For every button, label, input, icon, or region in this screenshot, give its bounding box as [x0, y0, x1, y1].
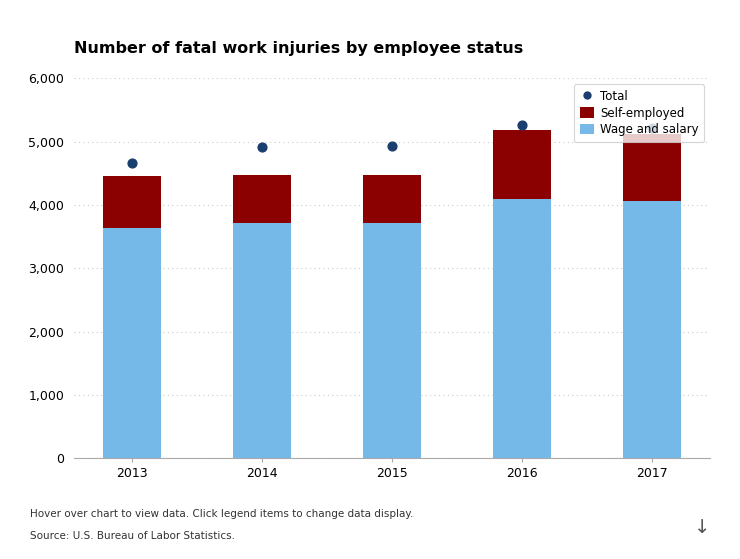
Point [386, 141, 398, 150]
Bar [623, 134, 682, 201]
Bar [493, 130, 551, 199]
Point [646, 123, 658, 132]
Point [127, 158, 138, 167]
Bar [493, 199, 551, 458]
Bar [233, 174, 292, 222]
Point [517, 120, 528, 129]
Text: Source: U.S. Bureau of Labor Statistics.: Source: U.S. Bureau of Labor Statistics. [30, 531, 235, 541]
Text: Number of fatal work injuries by employee status: Number of fatal work injuries by employe… [74, 41, 523, 56]
Bar [363, 174, 422, 222]
Point [256, 143, 268, 152]
Bar [103, 176, 161, 229]
Text: ↓: ↓ [694, 518, 710, 537]
Bar [103, 229, 161, 458]
Bar [233, 222, 292, 458]
Bar [363, 222, 422, 458]
Text: Hover over chart to view data. Click legend items to change data display.: Hover over chart to view data. Click leg… [30, 509, 413, 519]
Bar [623, 201, 682, 458]
Legend: Total, Self-employed, Wage and salary: Total, Self-employed, Wage and salary [574, 84, 704, 142]
